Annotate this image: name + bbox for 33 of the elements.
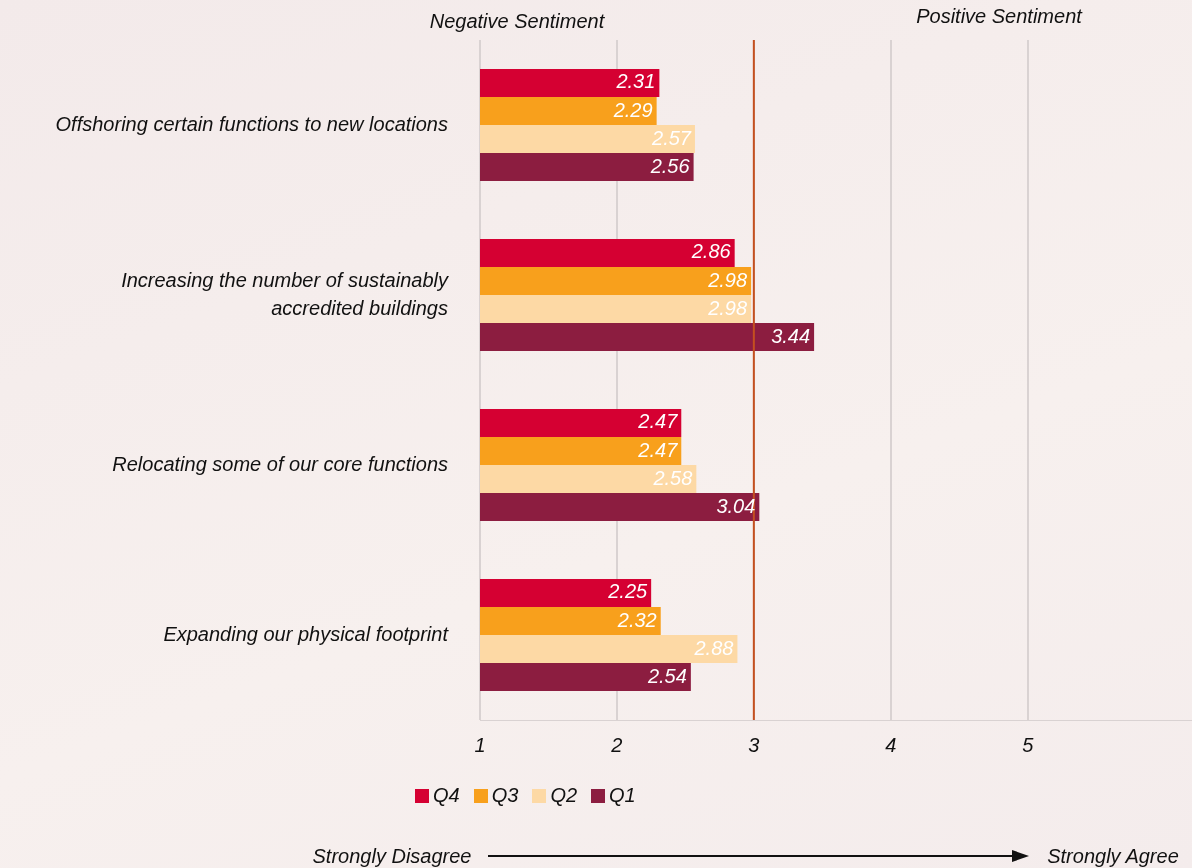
- x-tick-label: 4: [885, 733, 897, 756]
- data-label: 2.86: [690, 240, 732, 263]
- data-label: 2.54: [646, 664, 687, 687]
- data-label: 2.98: [707, 296, 748, 319]
- data-label: 2.47: [637, 438, 679, 461]
- x-tick-label: 5: [1022, 733, 1035, 756]
- data-label: 2.32: [616, 608, 657, 631]
- data-label: 2.25: [607, 580, 649, 603]
- legend-label: Q2: [550, 784, 578, 807]
- x-tick-label: 3: [748, 733, 760, 756]
- y-tick-label: Relocating some of our core functions: [112, 452, 448, 475]
- data-label: 3.44: [771, 324, 811, 347]
- x-tick-label: 1: [474, 733, 486, 756]
- legend-label: Q4: [433, 784, 460, 807]
- y-tick-label: Increasing the number of sustainably accredited buildings: [121, 268, 449, 319]
- legend-label: Q1: [609, 784, 636, 807]
- data-label: 2.98: [707, 268, 748, 291]
- data-label: 2.58: [652, 466, 693, 489]
- text: Positive Sentiment: [916, 4, 1082, 28]
- text: Negative Sentiment: [429, 9, 605, 33]
- text: Strongly Agree: [1047, 844, 1179, 868]
- data-label: 2.88: [693, 636, 734, 659]
- y-tick-label: Offshoring certain functions to new locations: [55, 112, 448, 135]
- legend-label: Q3: [491, 784, 519, 807]
- text: Strongly Disagree: [312, 844, 472, 868]
- data-label: 2.31: [615, 70, 656, 93]
- data-label: 2.29: [612, 98, 653, 121]
- data-label: 2.57: [651, 126, 692, 149]
- x-tick-label: 2: [610, 733, 623, 756]
- y-tick-label: Expanding our physical footprint: [163, 622, 450, 645]
- data-label: 2.47: [637, 410, 679, 433]
- data-label: 2.56: [649, 154, 691, 177]
- data-label: 3.04: [716, 494, 756, 517]
